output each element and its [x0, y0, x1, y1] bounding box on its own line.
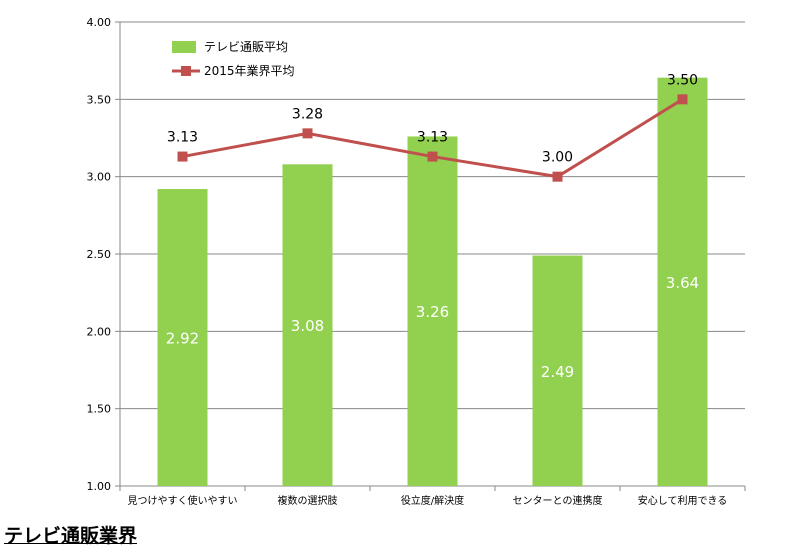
- bar-series: 2.92 3.08 3.26 2.49 3.64: [157, 77, 708, 487]
- legend-line-marker: [181, 66, 191, 76]
- bar-data-label: 3.08: [291, 317, 324, 335]
- bar: [657, 77, 708, 487]
- bar: [407, 136, 458, 486]
- x-tick-label: 役立度/解決度: [401, 494, 464, 507]
- y-tick-label: 3.50: [87, 93, 112, 106]
- x-tick-label: センターとの連携度: [513, 494, 603, 507]
- bar: [282, 164, 333, 486]
- bar-data-label: 2.92: [166, 330, 199, 348]
- legend-label: 2015年業界平均: [204, 64, 295, 78]
- x-axis: 見つけやすく使いやすい 複数の選択肢 役立度/解決度 センターとの連携度 安心して利用で…: [119, 486, 746, 507]
- line-data-label: 3.28: [292, 106, 323, 122]
- x-tick-label: 見つけやすく使いやすい: [128, 494, 238, 507]
- y-tick-label: 2.00: [87, 325, 112, 338]
- bar: [157, 189, 208, 487]
- bar: [532, 255, 583, 486]
- bar-data-label: 3.64: [666, 274, 699, 292]
- line-point: [552, 171, 563, 182]
- y-tick-label: 2.50: [87, 248, 112, 261]
- legend: テレビ通販平均 2015年業界平均: [172, 40, 295, 78]
- bar-data-label: 2.49: [541, 363, 574, 381]
- bar-data-label: 3.26: [416, 303, 449, 321]
- y-tick-label: 1.00: [87, 480, 112, 493]
- x-tick-label: 複数の選択肢: [278, 494, 338, 507]
- line-point: [302, 128, 313, 139]
- line-point: [177, 151, 188, 162]
- legend-label: テレビ通販平均: [204, 40, 288, 54]
- line-data-label: 3.13: [417, 130, 448, 146]
- y-tick-label: 1.50: [87, 403, 112, 416]
- line-data-label: 3.00: [542, 150, 573, 166]
- y-tick-label: 4.00: [87, 16, 112, 29]
- line-series: 3.13 3.28 3.13 3.00 3.50: [167, 72, 698, 182]
- y-tick-label: 3.00: [87, 171, 112, 184]
- chart: 1.00 1.50 2.00 2.50 3.00 3.50 4.00 2.92 3.08 3.2…: [87, 16, 746, 507]
- line-point: [677, 94, 688, 105]
- line-data-label: 3.50: [667, 72, 698, 88]
- y-axis: 1.00 1.50 2.00 2.50 3.00 3.50 4.00: [87, 16, 121, 493]
- line-data-label: 3.13: [167, 130, 198, 146]
- page-title: テレビ通販業界: [4, 525, 138, 547]
- x-tick-label: 安心して利用できる: [638, 494, 728, 507]
- legend-bar-swatch: [172, 41, 196, 53]
- line-point: [427, 151, 438, 162]
